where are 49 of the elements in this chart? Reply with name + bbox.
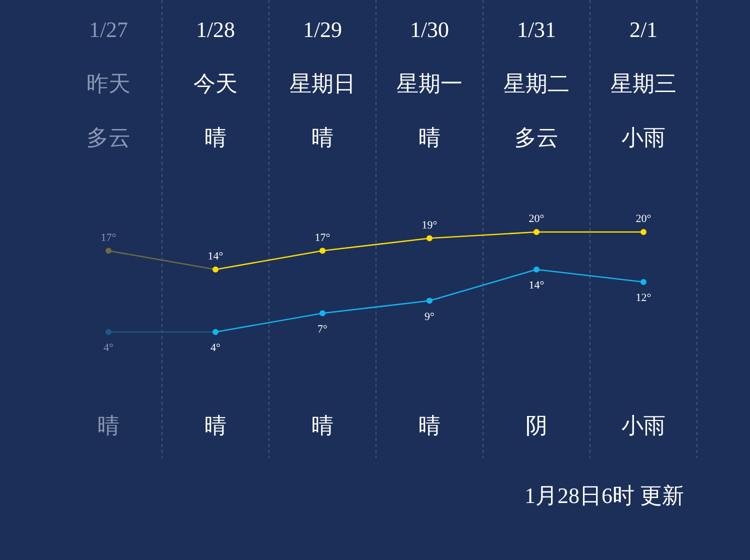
text: 小雨 (622, 413, 666, 438)
point (534, 266, 540, 272)
point (106, 329, 112, 335)
data-label: 20° (636, 213, 652, 225)
text: 星期二 (504, 71, 570, 96)
text: 星期日 (290, 71, 356, 96)
data-label: 12° (636, 292, 652, 304)
text: 晴 (204, 413, 226, 438)
data-label: 14° (528, 280, 544, 292)
x-tick-label: 1/28 (196, 17, 236, 42)
data-label: 19° (422, 219, 438, 232)
x-tick-label: 1/30 (410, 17, 450, 42)
x-tick-label: 1/31 (516, 17, 556, 42)
data-label: 20° (528, 213, 544, 225)
x-tick-label: 2/1 (629, 17, 658, 42)
data-label: 17° (314, 232, 330, 244)
text: 1月28日6时 更新 (524, 483, 684, 508)
data-label: 9° (424, 310, 434, 323)
point (640, 279, 646, 285)
text: 小雨 (622, 125, 666, 150)
text: 阴 (526, 413, 548, 438)
data-label: 4° (104, 342, 114, 354)
text: 晴 (204, 125, 226, 150)
text: 晴 (418, 125, 440, 150)
x-tick-label: 1/27 (88, 17, 128, 42)
text: 晴 (98, 413, 120, 438)
text: 晴 (312, 125, 334, 150)
point (426, 298, 432, 304)
point (212, 329, 218, 335)
point (106, 248, 112, 254)
text: 晴 (418, 413, 440, 438)
data-label: 17° (100, 232, 116, 244)
text: 多云 (86, 125, 130, 150)
point (212, 266, 218, 272)
point (320, 310, 326, 316)
text: 星期一 (396, 71, 462, 96)
point (320, 248, 326, 254)
text: 星期三 (610, 71, 676, 96)
data-label: 14° (208, 250, 224, 262)
point (426, 235, 432, 242)
text: 昨天 (86, 71, 130, 96)
text: 多云 (514, 125, 558, 150)
data-label: 7° (318, 323, 328, 336)
text: 晴 (312, 413, 334, 438)
point (534, 229, 540, 235)
x-tick-label: 1/29 (302, 17, 342, 42)
data-label: 4° (210, 342, 220, 354)
point (640, 229, 646, 235)
text: 今天 (194, 71, 238, 96)
